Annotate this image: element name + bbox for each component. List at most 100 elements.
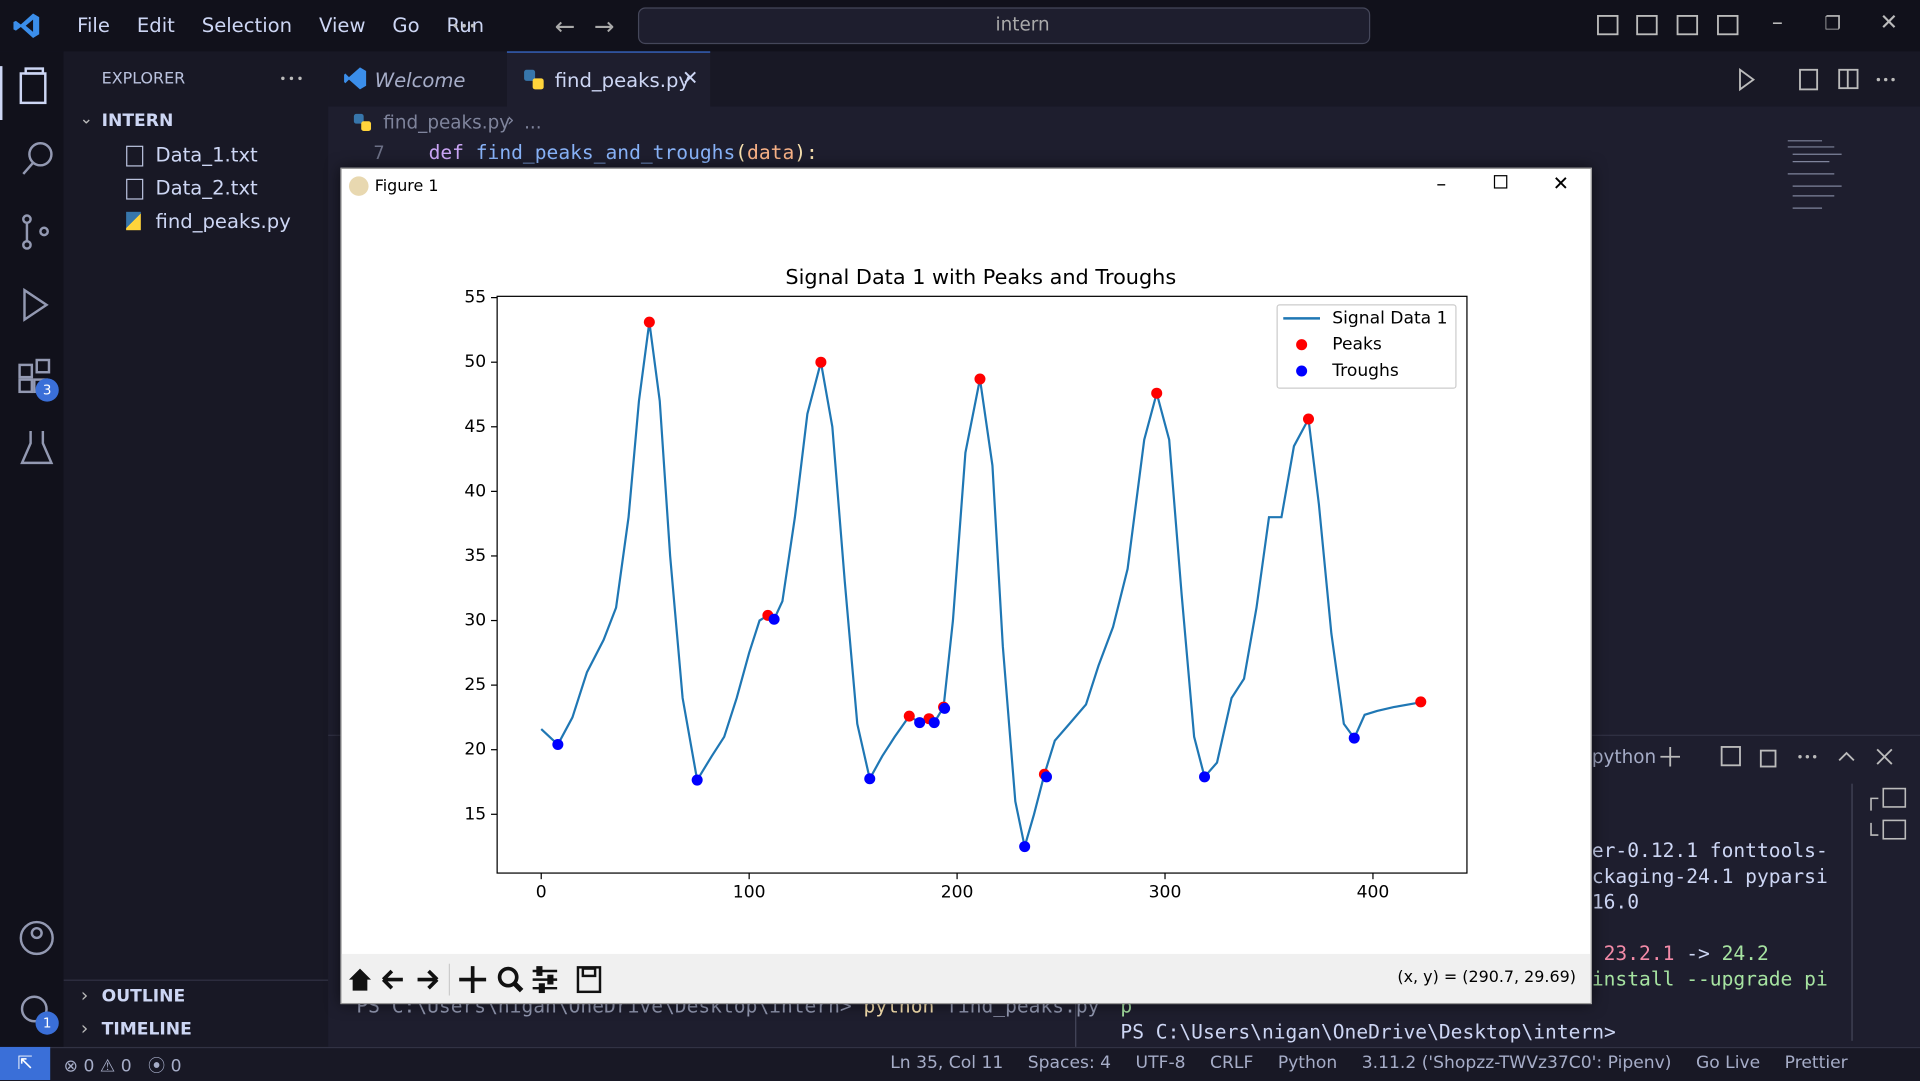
toolbar-buttons[interactable] xyxy=(347,963,604,996)
code-line: def find_peaks_and_troughs(data): xyxy=(429,141,818,164)
point xyxy=(939,702,951,714)
chart-title: Signal Data 1 with Peaks and Troughs xyxy=(785,265,1176,289)
sidebar xyxy=(63,51,329,1047)
point xyxy=(1415,696,1427,708)
terminal-line: 16.0 xyxy=(1591,890,1640,914)
point xyxy=(1199,771,1211,783)
tab-find-peaks[interactable]: find_peaks.py xyxy=(554,68,691,92)
x-tick-label: 0 xyxy=(536,883,547,903)
minimize[interactable]: – xyxy=(1771,9,1783,36)
layout-controls[interactable] xyxy=(1597,15,1744,37)
legend-label: Peaks xyxy=(1332,335,1382,355)
warnings: 0 xyxy=(120,1056,132,1077)
settings-badge: 1 xyxy=(35,1011,59,1035)
point xyxy=(691,774,703,786)
terminal-split xyxy=(1075,997,1077,1047)
legend-label: Troughs xyxy=(1331,361,1399,381)
terminal-divider xyxy=(1851,783,1853,1041)
explorer-title: EXPLORER xyxy=(101,69,186,89)
editor-actions[interactable] xyxy=(1736,67,1907,92)
point xyxy=(1348,732,1360,744)
menu-item[interactable]: View xyxy=(318,13,366,37)
more-menu[interactable] xyxy=(451,15,478,37)
terminal-line: p xyxy=(1120,994,1133,1018)
breadcrumb-symbol[interactable]: ... xyxy=(524,111,542,134)
menu-item[interactable]: Selection xyxy=(201,13,293,37)
nav-forward[interactable]: → xyxy=(593,11,615,41)
figure-minimize[interactable]: – xyxy=(1436,171,1447,195)
status-interpreter[interactable]: 3.11.2 ('Shopzz-TWVz37C0': Pipenv) xyxy=(1361,1053,1672,1073)
status-go-live[interactable]: Go Live xyxy=(1695,1053,1761,1073)
y-tick-label: 35 xyxy=(464,546,486,566)
file-icon xyxy=(126,145,144,167)
vscode-icon xyxy=(344,67,367,90)
figure-maximize[interactable] xyxy=(1493,175,1508,189)
status-encoding[interactable]: UTF-8 xyxy=(1135,1053,1186,1073)
legend-box xyxy=(1276,304,1457,389)
close[interactable]: ✕ xyxy=(1879,9,1899,36)
status-prettier[interactable]: Prettier xyxy=(1784,1053,1848,1073)
nav-back[interactable]: ← xyxy=(554,11,576,41)
remote-button[interactable]: ⇱ xyxy=(0,1046,51,1081)
problems[interactable]: ⊗ 0 ⚠ 0 ⦿ 0 xyxy=(63,1056,182,1077)
cursor-coordinates: (x, y) = (290.7, 29.69) xyxy=(1397,968,1576,987)
terminal-line: ckaging-24.1 pyparsi xyxy=(1591,864,1828,888)
terminal-output: er-0.12.1 fonttools- ckaging-24.1 pypars… xyxy=(1592,838,1828,992)
legend-marker xyxy=(1296,339,1308,351)
point xyxy=(974,373,986,385)
ports: 0 xyxy=(170,1056,182,1077)
folder-name[interactable]: INTERN xyxy=(101,111,174,132)
panel-actions[interactable] xyxy=(1658,743,1903,770)
figure-close[interactable]: ✕ xyxy=(1552,171,1570,195)
figure-title: Figure 1 xyxy=(374,177,439,196)
tab-close[interactable]: ✕ xyxy=(682,66,699,90)
function-name: find_peaks_and_troughs xyxy=(475,140,736,165)
timeline-section[interactable]: TIMELINE xyxy=(101,1020,192,1040)
outline-section[interactable]: OUTLINE xyxy=(101,986,186,1007)
status-position[interactable]: Ln 35, Col 11 xyxy=(890,1053,1004,1073)
tab-welcome[interactable]: Welcome xyxy=(374,68,466,92)
y-tick-label: 50 xyxy=(464,352,486,372)
file-icon xyxy=(126,211,141,231)
chevron: ⌄ xyxy=(79,110,93,129)
x-tick-label: 300 xyxy=(1149,883,1182,903)
legend-marker xyxy=(1296,365,1308,377)
point xyxy=(815,356,827,368)
status-items: Ln 35, Col 11 Spaces: 4 UTF-8 CRLF Python 3.1… xyxy=(890,1053,1848,1073)
point xyxy=(928,717,940,729)
y-tick-label: 30 xyxy=(464,611,486,631)
status-eol[interactable]: CRLF xyxy=(1210,1053,1254,1073)
point xyxy=(768,613,780,625)
point xyxy=(1151,387,1163,399)
restore[interactable]: ❐ xyxy=(1824,12,1841,35)
x-tick-label: 200 xyxy=(941,883,974,903)
figure-window: Figure 1 – ✕ Signal Data 1 with Peaks an… xyxy=(340,167,1592,1005)
menu-item[interactable]: Edit xyxy=(136,13,175,37)
explorer-more[interactable] xyxy=(279,71,303,86)
old-version: 23.2.1 xyxy=(1603,941,1675,965)
file-name[interactable]: Data_1.txt xyxy=(155,143,258,167)
breadcrumb-file[interactable]: find_peaks.py xyxy=(383,111,511,134)
figure-icon xyxy=(348,176,369,196)
status-language[interactable]: Python xyxy=(1277,1053,1338,1073)
x-tick-label: 400 xyxy=(1357,883,1390,903)
point xyxy=(914,717,926,729)
command-center[interactable] xyxy=(637,7,1371,45)
chart: Signal Data 1 with Peaks and Troughs 0 10… xyxy=(464,265,1468,903)
point xyxy=(864,773,876,785)
terminal-name[interactable]: python xyxy=(1591,745,1657,768)
axes-frame xyxy=(496,295,1468,874)
activity-icons xyxy=(0,66,54,1023)
minimap xyxy=(1787,140,1842,209)
python-icon xyxy=(353,113,372,132)
y-tick-label: 20 xyxy=(464,740,486,760)
menu-item[interactable]: Go xyxy=(392,13,420,37)
menu-item[interactable]: File xyxy=(77,13,110,37)
search-text: intern xyxy=(995,13,1050,36)
file-name[interactable]: Data_2.txt xyxy=(155,176,258,200)
file-name[interactable]: find_peaks.py xyxy=(155,209,291,233)
status-spaces[interactable]: Spaces: 4 xyxy=(1027,1053,1112,1073)
terminal-list[interactable] xyxy=(1866,786,1910,847)
y-tick-label: 40 xyxy=(464,481,486,501)
activity-bar xyxy=(0,51,64,1047)
